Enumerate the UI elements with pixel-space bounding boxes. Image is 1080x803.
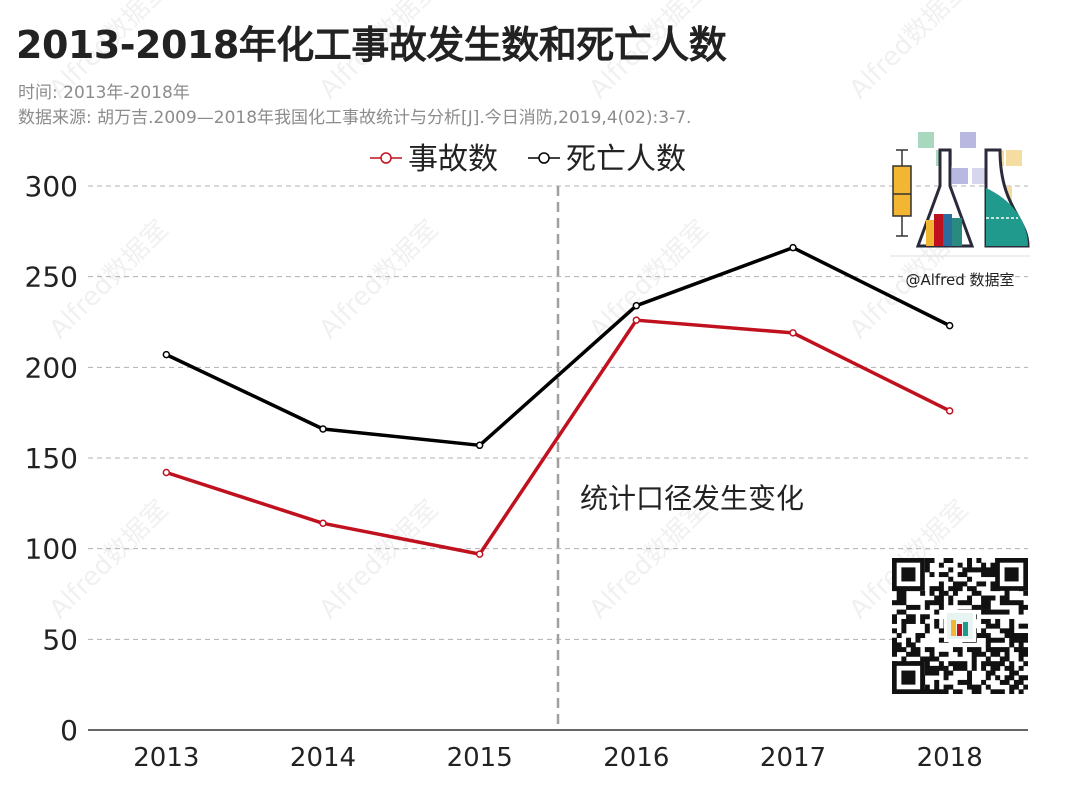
brand-logo: @Alfred 数据室 xyxy=(890,132,1030,289)
legend-marker-1 xyxy=(380,152,392,164)
watermark-text: Alfred数据室 xyxy=(44,0,175,105)
x-tick-label: 2014 xyxy=(290,743,356,773)
data-point xyxy=(632,316,641,324)
data-point xyxy=(475,550,484,558)
y-tick-label: 100 xyxy=(25,533,78,566)
x-tick-label: 2016 xyxy=(603,743,669,773)
data-point xyxy=(945,321,954,330)
data-point xyxy=(789,329,797,337)
data-point xyxy=(162,468,171,477)
watermark-text: Alfred数据室 xyxy=(314,494,445,625)
watermark-text: Alfred数据室 xyxy=(314,214,445,345)
chart-title: 2013-2018年化工事故发生数和死亡人数 xyxy=(16,23,727,67)
x-tick-label: 2017 xyxy=(760,743,826,773)
y-tick-label: 150 xyxy=(25,442,78,475)
data-point xyxy=(475,441,484,450)
watermark-text: Alfred数据室 xyxy=(314,0,445,105)
y-tick-label: 250 xyxy=(25,261,78,294)
data-point xyxy=(789,243,797,252)
x-tick-label: 2018 xyxy=(917,743,983,773)
legend-label-1: 事故数 xyxy=(408,142,498,177)
logo-caption: @Alfred 数据室 xyxy=(905,271,1014,289)
legend-label-2: 死亡人数 xyxy=(566,142,686,177)
x-tick-label: 2013 xyxy=(133,743,199,773)
data-source: 数据来源: 胡万吉.2009—2018年我国化工事故统计与分析[J].今日消防,… xyxy=(18,108,692,128)
y-tick-label: 50 xyxy=(42,623,78,656)
legend-marker-2 xyxy=(538,152,550,164)
qr-code xyxy=(892,558,1028,694)
data-point xyxy=(945,407,954,415)
watermark-text: Alfred数据室 xyxy=(844,0,975,105)
data-point xyxy=(319,519,327,528)
watermark-text: Alfred数据室 xyxy=(584,0,715,105)
data-point xyxy=(632,301,641,310)
y-tick-label: 0 xyxy=(60,714,78,747)
annotation-text: 统计口径发生变化 xyxy=(580,482,804,515)
y-tick-label: 200 xyxy=(25,351,78,384)
y-tick-label: 300 xyxy=(25,170,78,203)
chart-subtitle: 时间: 2013年-2018年 xyxy=(18,83,190,103)
series-line-1 xyxy=(165,318,951,556)
data-point xyxy=(162,350,171,359)
x-tick-label: 2015 xyxy=(447,743,513,773)
series-line-2 xyxy=(165,245,951,448)
data-point xyxy=(319,425,327,433)
